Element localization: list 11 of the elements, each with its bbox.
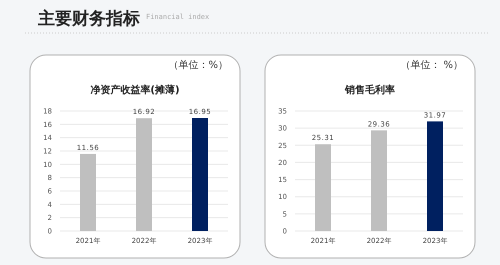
bar xyxy=(427,121,443,231)
text: （单位：%） xyxy=(168,59,228,71)
bar xyxy=(315,144,331,231)
bar xyxy=(371,130,387,231)
bar xyxy=(192,118,208,231)
text: （单位： %） xyxy=(400,59,463,71)
bar xyxy=(136,118,152,231)
chart-title: 净资产收益率(摊薄) xyxy=(90,84,180,96)
text: 主要财务指标 xyxy=(37,9,140,29)
bar xyxy=(80,154,96,231)
chart-title: 销售毛利率 xyxy=(344,84,395,96)
